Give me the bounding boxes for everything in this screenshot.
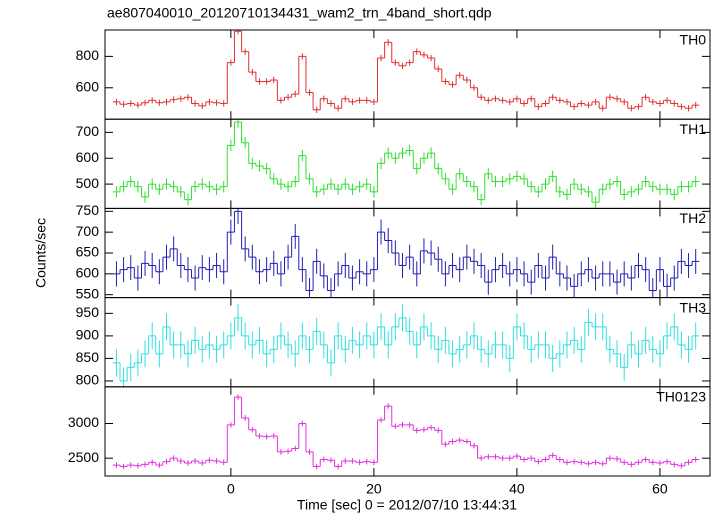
- y-tick-label: 950: [76, 304, 100, 320]
- y-tick-label: 600: [76, 78, 100, 94]
- y-tick-label: 700: [76, 223, 100, 239]
- x-tick-label: 40: [509, 481, 525, 497]
- x-tick-label: 0: [227, 481, 235, 497]
- y-tick-label: 600: [76, 265, 100, 281]
- panel-frame: [104, 207, 711, 299]
- x-tick-label: 60: [652, 481, 668, 497]
- y-tick-label: 2500: [68, 449, 99, 465]
- y-tick-label: 550: [76, 285, 100, 301]
- panel-series: [112, 394, 700, 470]
- panel-series: [112, 30, 700, 113]
- panel-label: TH2: [680, 210, 707, 226]
- panel-label: TH1: [680, 121, 707, 137]
- y-tick-label: 750: [76, 202, 100, 218]
- panel-series: [112, 119, 700, 208]
- y-tick-label: 800: [76, 47, 100, 63]
- panel-label: TH0: [680, 32, 707, 48]
- y-axis-label: Counts/sec: [33, 218, 49, 288]
- panel-frame: [104, 118, 711, 209]
- panel-frame: [104, 386, 711, 477]
- chart-title: ae807040010_20120710134431_wam2_trn_4ban…: [107, 5, 492, 21]
- x-tick-label: 20: [366, 481, 382, 497]
- panel-frame: [104, 29, 711, 120]
- y-tick-label: 600: [76, 149, 100, 165]
- panel-label: TH3: [680, 299, 707, 315]
- y-tick-label: 650: [76, 244, 100, 260]
- x-axis-label: Time [sec] 0 = 2012/07/10 13:44:31: [297, 497, 517, 513]
- panel-label: TH0123: [656, 389, 706, 405]
- y-tick-label: 850: [76, 349, 100, 365]
- y-tick-label: 500: [76, 175, 100, 191]
- panel-series: [112, 208, 700, 298]
- y-tick-label: 900: [76, 327, 100, 343]
- y-tick-label: 700: [76, 123, 100, 139]
- panel-frame: [104, 297, 711, 388]
- y-tick-label: 3000: [68, 414, 99, 430]
- y-tick-label: 800: [76, 372, 100, 388]
- panel-series: [112, 304, 700, 387]
